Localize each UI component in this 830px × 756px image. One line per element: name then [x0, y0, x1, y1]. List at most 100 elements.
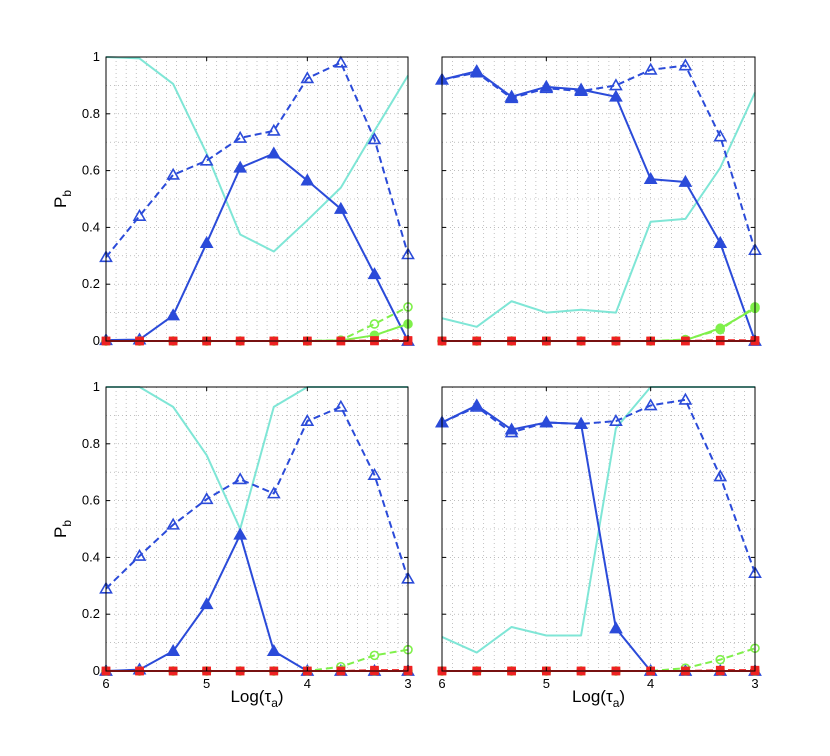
panel-2-series-3-point [713, 235, 728, 248]
panel-1-series-3-point [333, 201, 348, 214]
panel-3-series-2-point [367, 467, 382, 480]
panel-1-series-2-point [199, 153, 214, 166]
panel-2-series-2-point [713, 129, 728, 142]
panel-3-series-3-point [199, 597, 214, 610]
panel-1-series-2 [99, 55, 415, 263]
panel-1-series-2-point [367, 132, 382, 145]
panel-1: 0 0.2 0.4 0.6 0.8 1 Pb [51, 49, 415, 348]
panel-3-series-2-point [333, 399, 348, 412]
panel-1-series-1 [105, 56, 409, 253]
panel-1-y-tick-label: 1 [93, 49, 100, 64]
panel-3-x-tick-label: 3 [404, 676, 411, 691]
panel-1-axes-frame [105, 56, 409, 342]
panel-1-series-3-point [266, 146, 281, 159]
panel-1-series-2-point [333, 55, 348, 68]
panel-1-series-1-line [105, 56, 409, 253]
panel-1-series-4-point [369, 319, 380, 329]
panel-2 [435, 56, 762, 346]
panel-1-grid [106, 57, 408, 341]
panel-1-y-tick-label: 0 [93, 333, 100, 348]
panel-4-series-2-point [678, 392, 693, 405]
panel-3-x-tick-label: 4 [304, 676, 311, 691]
panel-2-series-2-point [609, 78, 623, 91]
panel-1-series-3-point [166, 308, 181, 321]
panel-1-series-3-line [105, 152, 409, 342]
panel-4-x-axis-label: Log(τa) [572, 687, 625, 710]
panel-4-series-2-point [643, 398, 658, 411]
panel-3-series-3-point [233, 527, 248, 540]
panel-3-y-tick-label: 0.6 [82, 493, 100, 508]
panel-1-series-2-point [266, 123, 281, 136]
panel-3-axes-frame [105, 386, 409, 672]
panel-3-series-2-point [132, 548, 147, 561]
panel-4-series-2-point [713, 469, 728, 482]
panel-4-series-3-point [574, 416, 588, 429]
panel-3-y-axis-label: Pb [51, 520, 74, 538]
panel-3-series-2-point [166, 517, 181, 530]
panel-4-series-3-point [504, 422, 519, 435]
panel-2-series-1-line [441, 92, 756, 328]
panel-2-series-1 [441, 92, 756, 328]
panel-3-x-tick-label: 6 [102, 676, 109, 691]
panel-1-y-tick-label: 0.4 [82, 219, 100, 234]
panel-2-series-3-point [504, 89, 519, 102]
panel-3-x-tick-label: 5 [203, 676, 210, 691]
panel-1-y-axis-label: Pb [51, 190, 74, 208]
panel-3-x-axis-label: Log(τa) [230, 687, 283, 710]
panel-4: 6 5 4 3 Log(τa) [435, 386, 762, 710]
panel-2-series-2-line [441, 64, 756, 251]
panel-3-grid [106, 387, 408, 671]
panel-3-y-tick-label: 0.8 [82, 436, 100, 451]
panel-1-y-tick-label: 0.8 [82, 106, 100, 121]
panel-3-series-2-point [233, 472, 248, 485]
panel-4-series-3-point [469, 398, 484, 411]
panel-2-series-3-point [643, 172, 658, 185]
panel-4-x-tick-label: 4 [647, 676, 654, 691]
panel-3-series-2-point [199, 492, 214, 505]
panel-4-series-2-line [441, 398, 756, 574]
panel-4-x-tick-label: 3 [751, 676, 758, 691]
panel-2-series-3-point [469, 64, 484, 77]
panel-3: 0 0.2 0.4 0.6 0.8 1 6 5 4 3 Pb Log(τa) [51, 379, 415, 710]
panel-3-y-tick-label: 0.4 [82, 549, 100, 564]
panel-4-series-3-point [609, 621, 623, 634]
panel-1-series-2-point [166, 167, 181, 180]
panel-2-series-3-point [574, 82, 588, 95]
panel-2-series-2-point [643, 62, 658, 75]
panel-3-series-3-point [166, 644, 181, 657]
panel-2-grid [442, 57, 755, 341]
panel-2-axes-frame [441, 56, 756, 342]
panel-1-series-3-point [233, 160, 248, 173]
panel-2-series-3-line [441, 70, 756, 342]
panel-4-x-tick-label: 5 [543, 676, 550, 691]
panel-1-series-2-point [132, 208, 147, 221]
panel-3-series-4-point [369, 650, 380, 661]
panel-1-y-tick-label: 0.2 [82, 276, 100, 291]
panel-2-series-5-point [715, 323, 726, 334]
panel-3-y-tick-label: 0 [93, 663, 100, 678]
panel-1-series-2-point [300, 71, 315, 84]
panel-3-series-3-point [266, 644, 281, 657]
panel-1-series-3-point [300, 173, 315, 186]
panel-1-series-3-point [199, 235, 214, 248]
panel-4-series-3-point [539, 415, 554, 428]
panel-1-y-tick-label: 0.6 [82, 163, 100, 178]
panel-1-series-3-point [367, 267, 382, 280]
panel-3-series-2-point [300, 413, 315, 427]
panel-2-series-2-point [678, 58, 693, 71]
panel-1-series-2-point [233, 130, 248, 143]
panel-3-y-tick-label: 0.2 [82, 606, 100, 621]
panel-3-series-2-point [266, 486, 281, 499]
panel-4-grid [442, 387, 755, 671]
panel-3-y-tick-label: 1 [93, 379, 100, 394]
panel-4-axes-frame [441, 386, 756, 672]
panel-3-series-2-line [105, 405, 409, 590]
panel-4-series-4-point [715, 654, 726, 665]
panel-2-series-3-point [539, 79, 554, 92]
panel-4-x-tick-label: 6 [438, 676, 445, 691]
panel-2-series-3-point [609, 89, 623, 102]
panel-2-series-3-point [678, 174, 693, 187]
panel-1-series-2-line [105, 61, 409, 258]
panel-4-series-2-point [609, 413, 623, 427]
